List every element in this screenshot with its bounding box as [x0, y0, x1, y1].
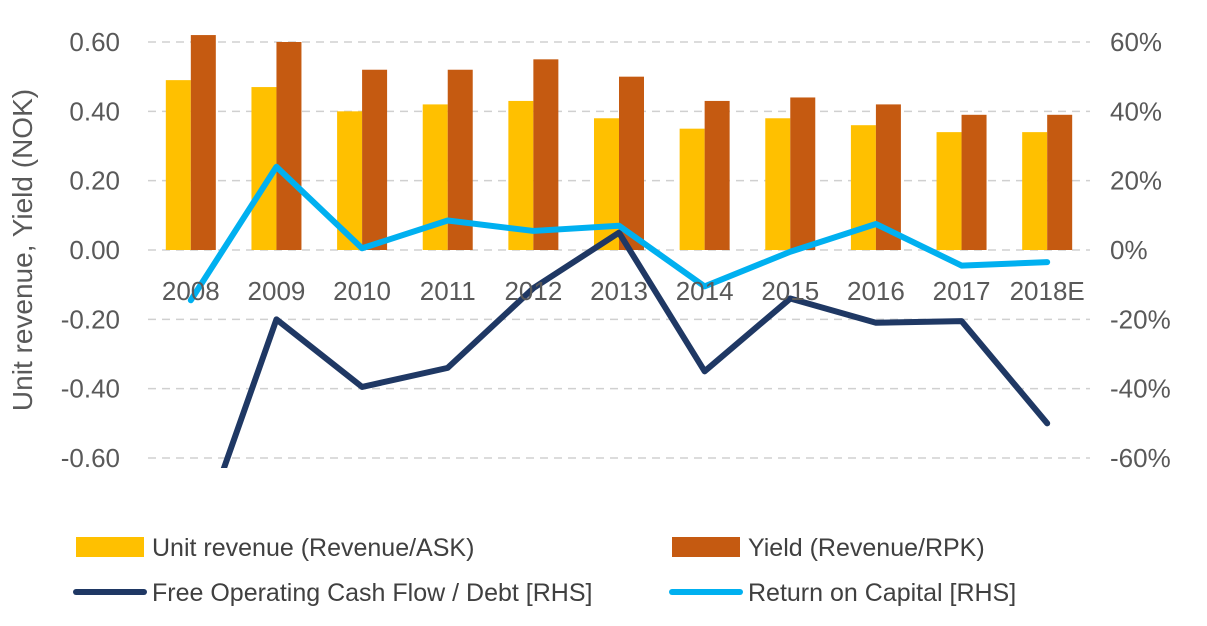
y-axis-title: Unit revenue, Yield (NOK): [7, 89, 38, 411]
x-tick-label: 2008: [162, 276, 220, 306]
legend-label: Yield (Revenue/RPK): [748, 534, 985, 562]
y-tick-labels: 0.60 0.40 0.20 0.00 -0.20 -0.40 -0.60: [61, 27, 120, 473]
bar-yield: [961, 114, 987, 250]
legend-label: Unit revenue (Revenue/ASK): [152, 534, 474, 562]
y-tick-label: -0.40: [61, 374, 120, 404]
bar-yield: [533, 59, 559, 251]
x-tick-label: 2018E: [1010, 276, 1085, 306]
legend: Unit revenue (Revenue/ASK) Yield (Revenue…: [73, 534, 1016, 607]
bar-unit-revenue: [508, 100, 534, 250]
x-tick-label: 2012: [504, 276, 562, 306]
y2-tick-label: -40%: [1110, 374, 1171, 404]
line-return-on-capital: [187, 163, 1051, 304]
y-tick-label: 0.60: [69, 27, 120, 57]
y2-tick-label: 40%: [1110, 96, 1162, 126]
bar-yield: [1047, 114, 1073, 250]
legend-label: Return on Capital [RHS]: [748, 579, 1016, 607]
legend-swatch: [76, 537, 144, 557]
x-tick-label: 2010: [333, 276, 391, 306]
legend-swatch: [672, 537, 740, 557]
y2-tick-label: -20%: [1110, 304, 1171, 334]
legend-label: Free Operating Cash Flow / Debt [RHS]: [152, 579, 592, 607]
y-tick-label: 0.00: [69, 235, 120, 265]
y2-tick-label: 0%: [1110, 235, 1148, 265]
x-tick-label: 2009: [248, 276, 306, 306]
bars: [165, 35, 1073, 251]
bar-unit-revenue: [679, 128, 705, 250]
x-tick-label: 2014: [676, 276, 734, 306]
x-tick-label: 2015: [761, 276, 819, 306]
bar-unit-revenue: [594, 118, 619, 251]
bar-yield: [190, 35, 216, 250]
line-free-operating-cash-flow: [220, 229, 1051, 468]
bar-unit-revenue: [1022, 132, 1048, 250]
y2-tick-label: 60%: [1110, 27, 1162, 57]
y-tick-label: -0.20: [61, 304, 120, 334]
x-tick-label: 2017: [933, 276, 991, 306]
bar-yield: [619, 76, 644, 251]
x-tick-label: 2013: [590, 276, 648, 306]
bar-yield: [704, 100, 730, 250]
bar-unit-revenue: [936, 132, 962, 250]
x-tick-label: 2011: [420, 276, 476, 306]
bar-yield: [790, 97, 816, 250]
y2-tick-label: 20%: [1110, 166, 1162, 196]
y2-tick-label: -60%: [1110, 443, 1171, 473]
bar-unit-revenue: [765, 118, 791, 251]
bar-yield: [276, 42, 302, 250]
y-tick-label: -0.60: [61, 443, 120, 473]
bar-unit-revenue: [165, 80, 191, 250]
y-tick-label: 0.40: [69, 96, 120, 126]
x-tick-label: 2016: [847, 276, 905, 306]
bar-yield: [362, 69, 388, 250]
series-lines: [187, 163, 1051, 468]
y2-tick-labels: 60% 40% 20% 0% -20% -40% -60%: [1110, 27, 1171, 473]
x-tick-labels: 2008 2009 2010 2011 2012 2013 2014 2015 2016 2017…: [162, 276, 1085, 306]
y-tick-label: 0.20: [69, 166, 120, 196]
